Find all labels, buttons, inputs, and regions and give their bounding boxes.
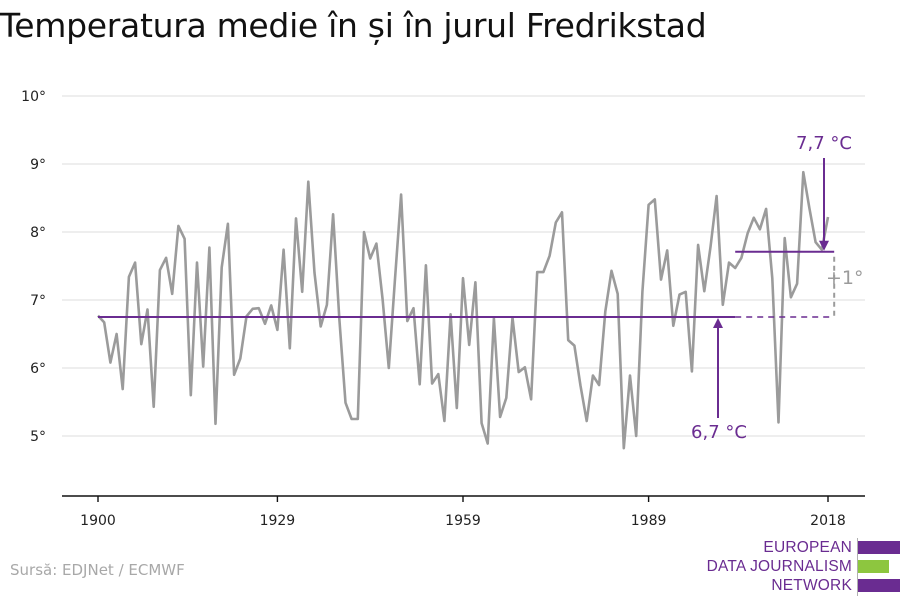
x-axis-labels: 1900 1929 1959 1989 2018 [80,513,846,529]
logo-line-2: DATA JOURNALISM [706,558,852,575]
logo-line-1: EUROPEAN [763,539,852,556]
baseline-label: 6,7 °C [691,422,747,443]
annotations: +1° 6,7 °C 7,7 °C [98,133,864,443]
y-tick-label-9: 9° [30,157,46,173]
y-tick-label-6: 6° [30,361,46,377]
logo-divider [857,538,858,596]
logo-bar-green [858,560,889,573]
x-tick-label-1989: 1989 [631,513,667,529]
x-tick-label-1929: 1929 [260,513,296,529]
recent-label: 7,7 °C [796,133,852,154]
y-axis-labels: 5° 6° 7° 8° 9° 10° [21,89,46,445]
chart-title: Temperatura medie în și în jurul Fredrik… [0,6,707,45]
temperature-series-line [97,170,830,450]
y-tick-label-5: 5° [30,429,46,445]
x-tick-label-1959: 1959 [445,513,481,529]
source-note: Sursă: EDJNet / ECMWF [10,561,185,579]
y-tick-label-10: 10° [21,89,46,105]
gridlines [62,95,865,437]
x-axis-ticks [97,496,829,502]
baseline-arrow-head [713,318,723,328]
y-tick-label-7: 7° [30,293,46,309]
recent-arrow-head [819,240,829,251]
logo-bar-purple-bottom [858,579,900,592]
edjnet-logo: EUROPEAN DATA JOURNALISM NETWORK [706,538,900,598]
x-tick-label-2018: 2018 [810,513,846,529]
y-tick-label-8: 8° [30,225,46,241]
logo-bar-purple-top [858,541,900,554]
delta-label: +1° [826,267,864,289]
x-tick-label-1900: 1900 [80,513,116,529]
logo-line-3: NETWORK [771,577,852,594]
